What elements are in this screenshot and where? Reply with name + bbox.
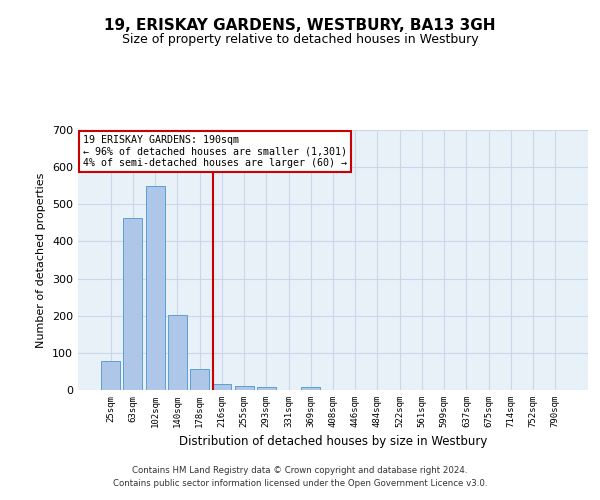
X-axis label: Distribution of detached houses by size in Westbury: Distribution of detached houses by size … xyxy=(179,436,487,448)
Text: 19 ERISKAY GARDENS: 190sqm
← 96% of detached houses are smaller (1,301)
4% of se: 19 ERISKAY GARDENS: 190sqm ← 96% of deta… xyxy=(83,135,347,168)
Y-axis label: Number of detached properties: Number of detached properties xyxy=(37,172,46,348)
Bar xyxy=(212,384,231,390)
Bar xyxy=(257,386,276,390)
Bar xyxy=(301,387,320,390)
Bar xyxy=(146,186,164,390)
Text: Size of property relative to detached houses in Westbury: Size of property relative to detached ho… xyxy=(122,32,478,46)
Bar xyxy=(190,369,209,390)
Bar xyxy=(235,386,254,390)
Text: 19, ERISKAY GARDENS, WESTBURY, BA13 3GH: 19, ERISKAY GARDENS, WESTBURY, BA13 3GH xyxy=(104,18,496,32)
Bar xyxy=(124,218,142,390)
Bar xyxy=(168,314,187,390)
Bar xyxy=(101,361,120,390)
Text: Contains HM Land Registry data © Crown copyright and database right 2024.
Contai: Contains HM Land Registry data © Crown c… xyxy=(113,466,487,487)
